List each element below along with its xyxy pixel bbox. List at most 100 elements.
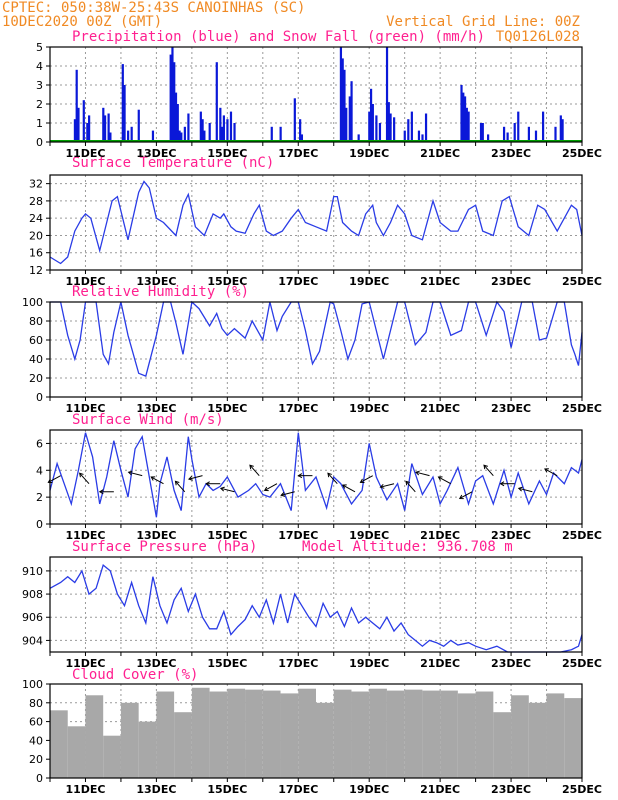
wind-arrow — [360, 475, 373, 483]
temp-ytick-label: 28 — [29, 195, 43, 208]
precip-bar — [541, 111, 545, 142]
precip-bar — [403, 130, 406, 142]
precip-bar — [86, 123, 89, 142]
rh-ytick-label: 40 — [29, 353, 43, 366]
cloud-bar — [103, 735, 121, 778]
pressure-xtick-label: 11DEC — [65, 657, 105, 670]
rh-xtick-label: 17DEC — [278, 402, 318, 415]
rh-xtick-label: 11DEC — [65, 402, 105, 415]
cloud-bar — [262, 690, 281, 778]
rh-xtick-label: 25DEC — [562, 402, 602, 415]
wind-arrow-head — [188, 475, 193, 481]
cloud-ytick-label: 40 — [29, 734, 43, 747]
precip-xtick-label: 19DEC — [349, 147, 389, 160]
wind-arrow — [79, 472, 90, 485]
wind-arrow-head — [297, 473, 303, 479]
rh-ytick-label: 0 — [36, 391, 43, 404]
precip-bar — [517, 111, 520, 142]
wind-xtick-label: 19DEC — [349, 529, 389, 542]
wind-arrow-head — [174, 480, 180, 486]
wind-arrow-head — [327, 472, 332, 478]
precip-bar — [407, 119, 410, 142]
cloud-xtick-label: 13DEC — [136, 783, 176, 796]
precip-bar — [465, 107, 468, 142]
precip-ytick-label: 3 — [36, 79, 43, 92]
precip-bar — [417, 130, 421, 142]
temp-ytick-label: 12 — [29, 264, 43, 277]
precip-bar — [378, 123, 382, 142]
wind-arrow — [405, 480, 416, 493]
precip-ytick-label: 0 — [36, 136, 43, 149]
wind-arrow-head — [437, 476, 443, 481]
wind-ytick-label: 2 — [36, 491, 43, 504]
precip-title: Precipitation (blue) and Snow Fall (gree… — [72, 29, 485, 45]
wind-arrow — [249, 464, 260, 476]
header-vertical-grid: Vertical Grid Line: 00Z — [386, 14, 580, 30]
cloud-xtick-label: 23DEC — [491, 783, 531, 796]
precip-bar — [107, 113, 110, 142]
precip-bar — [137, 109, 140, 142]
wind-arrow — [150, 476, 164, 485]
wind-arrow — [188, 475, 203, 480]
precip-xtick-label: 21DEC — [420, 147, 460, 160]
cloud-ytick-label: 0 — [36, 772, 43, 785]
model-altitude: Model Altitude: 936.708 m — [302, 539, 513, 555]
pressure-ytick-label: 910 — [22, 565, 43, 578]
cloud-ytick-label: 80 — [29, 697, 43, 710]
wind-title: Surface Wind (m/s) — [72, 412, 224, 428]
cloud-bar — [386, 690, 405, 778]
cloud-ytick-label: 100 — [22, 678, 43, 691]
cloud-bar — [316, 702, 334, 778]
wind-arrow-head — [379, 483, 385, 489]
temp-title: Surface Temperature (nC) — [72, 155, 274, 171]
precip-bar — [506, 132, 509, 142]
wind-xtick-label: 11DEC — [65, 529, 105, 542]
precip-bar — [169, 54, 172, 142]
precip-bar — [479, 123, 483, 142]
wind-arrow — [483, 464, 494, 476]
precip-bar — [371, 104, 374, 142]
precip-bar — [375, 115, 378, 142]
precip-bar — [127, 130, 130, 142]
precip-bar — [341, 58, 344, 142]
header-model-code: TQ0126L028 — [496, 29, 580, 45]
wind-arrow-head — [517, 486, 523, 492]
wind-ytick-label: 4 — [36, 464, 43, 477]
precip-bar — [201, 119, 204, 142]
precip-bar — [229, 111, 233, 142]
precip-xtick-label: 11DEC — [65, 147, 105, 160]
precip-bar — [339, 47, 343, 142]
pressure-frame — [49, 556, 583, 653]
precip-bar — [463, 96, 467, 142]
wind-arrow — [544, 468, 558, 477]
precip-bar — [481, 123, 484, 142]
precip-bar — [123, 85, 126, 142]
cloud-bar — [422, 690, 441, 778]
cloud-bar — [280, 693, 299, 778]
precip-bar — [293, 98, 296, 142]
pressure-ytick-label: 906 — [22, 611, 43, 624]
precip-bar — [187, 113, 190, 142]
wind-arrow — [415, 471, 430, 477]
cloud-bar — [333, 689, 352, 778]
precip-bar — [368, 111, 371, 142]
cloud-bar — [298, 688, 316, 778]
precip-xtick-label: 13DEC — [136, 147, 176, 160]
wind-arrow-head — [280, 492, 286, 497]
wind-xtick-label: 13DEC — [136, 529, 176, 542]
precip-bar — [109, 132, 112, 142]
wind-series-line — [49, 432, 583, 518]
cloud-ytick-label: 20 — [29, 753, 43, 766]
precip-bar — [73, 119, 77, 142]
pressure-xtick-label: 19DEC — [349, 657, 389, 670]
cloud-title: Cloud Cover (%) — [72, 667, 198, 683]
precip-bar — [151, 130, 155, 142]
precip-bar — [424, 113, 428, 142]
wind-arrow — [459, 491, 473, 499]
precip-bar — [421, 134, 424, 142]
wind-arrow — [128, 471, 143, 477]
rh-frame — [49, 301, 583, 398]
rh-ytick-label: 60 — [29, 334, 43, 347]
precip-ytick-label: 1 — [36, 117, 43, 130]
